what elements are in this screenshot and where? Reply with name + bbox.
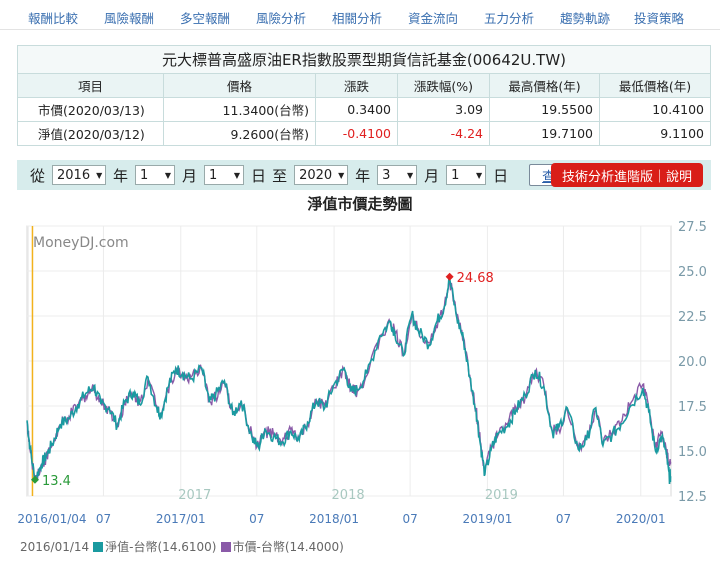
series-group xyxy=(26,276,672,485)
x-tick-label: 2016/01/04 xyxy=(17,512,86,526)
to-label: 至 xyxy=(272,166,288,185)
row-item-market: 市價(2020/03/13) xyxy=(17,97,164,122)
x-tick-label: 2018/01 xyxy=(309,512,359,526)
fund-title: 元大標普高盛原油ER指數股票型期貨信託基金(00642U.TW) xyxy=(17,45,711,74)
nav-item-trend[interactable]: 趨勢軌跡 xyxy=(560,11,611,26)
chevron-down-icon: ▼ xyxy=(406,170,414,180)
col-header-item: 項目 xyxy=(17,73,164,98)
month-unit-label: 月 xyxy=(182,166,198,185)
legend-market: 市價-台幣(14.4000) xyxy=(232,540,344,554)
legend-swatch-market xyxy=(220,541,231,552)
x-tick-label: 2019/01 xyxy=(462,512,512,526)
nav-item-five-forces[interactable]: 五力分析 xyxy=(484,11,535,26)
to-day-value: 1 xyxy=(451,167,460,183)
to-month-select[interactable]: 3 ▼ xyxy=(377,165,418,185)
row-pct-nav: -4.24 xyxy=(397,121,490,146)
legend-date: 2016/01/14 xyxy=(20,539,90,554)
chevron-down-icon: ▼ xyxy=(96,170,103,180)
x-tick-label: 07 xyxy=(96,512,111,526)
from-year-value: 2016 xyxy=(57,167,91,183)
day-unit-label: 日 xyxy=(251,166,267,185)
day-unit-label: 日 xyxy=(493,166,509,185)
from-day-select[interactable]: 1 ▼ xyxy=(204,165,245,185)
annotation-marker xyxy=(445,272,454,281)
month-unit-label: 月 xyxy=(424,166,440,185)
to-year-value: 2020 xyxy=(299,167,333,183)
chevron-down-icon: ▼ xyxy=(338,170,345,180)
x-axis: 2016/01/04 07 2017/01 07 2018/01 07 2019/01 07 2… xyxy=(17,488,665,526)
y-tick-label: 12.5 xyxy=(678,490,707,505)
watermark: MoneyDJ.com xyxy=(33,235,129,251)
year-unit-label: 年 xyxy=(355,166,371,185)
row-item-nav: 淨值(2020/03/12) xyxy=(17,121,164,146)
y-axis: 12.5 15.0 17.5 20.0 22.5 25.0 27.5 xyxy=(678,220,707,505)
row-price-market: 11.3400(台幣) xyxy=(163,97,316,122)
chevron-down-icon: ▼ xyxy=(233,170,241,180)
nav-item-risk-return[interactable]: 風險報酬 xyxy=(104,11,155,26)
nav-item-fund-flow[interactable]: 資金流向 xyxy=(408,11,459,26)
x-tick-label: 2017/01 xyxy=(156,512,206,526)
row-high-nav: 19.7100 xyxy=(489,121,600,146)
x-tick-label: 07 xyxy=(402,512,417,526)
nav-item-risk-analysis[interactable]: 風險分析 xyxy=(256,11,307,26)
x-tick-label: 07 xyxy=(249,512,264,526)
y-tick-label: 17.5 xyxy=(678,400,707,415)
col-header-price: 價格 xyxy=(163,73,316,98)
y-tick-label: 22.5 xyxy=(678,310,707,325)
table-row: 淨值(2020/03/12) 9.2600(台幣) -0.4100 -4.24 … xyxy=(17,121,711,146)
grid xyxy=(27,225,671,497)
y-tick-label: 27.5 xyxy=(678,220,707,235)
col-header-low: 最低價格(年) xyxy=(599,73,711,98)
from-day-value: 1 xyxy=(209,167,218,183)
x-tick-label: 2020/01 xyxy=(616,512,666,526)
year-label: 2018 xyxy=(332,488,365,503)
row-change-nav: -0.4100 xyxy=(315,121,398,146)
legend: 2016/01/14 淨值-台幣(14.6100) 市價-台幣(14.4000) xyxy=(20,538,344,555)
series-line-nav xyxy=(26,276,672,485)
row-price-nav: 9.2600(台幣) xyxy=(163,121,316,146)
top-nav: 報酬比較 風險報酬 多空報酬 風險分析 相關分析 資金流向 五力分析 趨勢軌跡 … xyxy=(0,0,720,30)
y-tick-label: 20.0 xyxy=(678,355,707,370)
chart-title: 淨值市價走勢圖 xyxy=(307,195,413,213)
to-month-value: 3 xyxy=(382,167,391,183)
row-low-market: 10.4100 xyxy=(599,97,711,122)
nav-item-return-compare[interactable]: 報酬比較 xyxy=(28,11,79,26)
nav-item-long-short[interactable]: 多空報酬 xyxy=(180,11,231,26)
from-month-select[interactable]: 1 ▼ xyxy=(135,165,176,185)
annotation-label: 13.4 xyxy=(42,474,71,489)
row-change-market: 0.3400 xyxy=(315,97,398,122)
annotations: 24.68 13.4 xyxy=(30,271,494,489)
fund-info-table: 元大標普高盛原油ER指數股票型期貨信託基金(00642U.TW) 項目 價格 漲… xyxy=(17,45,711,146)
advanced-analysis-button[interactable]: 技術分析進階版｜說明 xyxy=(551,163,703,187)
year-unit-label: 年 xyxy=(113,166,129,185)
chevron-down-icon: ▼ xyxy=(475,170,483,180)
table-header-row: 項目 價格 漲跌 漲跌幅(%) 最高價格(年) 最低價格(年) xyxy=(17,73,711,98)
nav-item-correlation[interactable]: 相關分析 xyxy=(332,11,383,26)
year-label: 2019 xyxy=(485,488,518,503)
nav-item-strategy[interactable]: 投資策略 xyxy=(634,11,685,26)
legend-nav: 淨值-台幣(14.6100) xyxy=(105,540,217,554)
to-day-select[interactable]: 1 ▼ xyxy=(446,165,487,185)
y-tick-label: 15.0 xyxy=(678,445,707,460)
row-low-nav: 9.1100 xyxy=(599,121,711,146)
col-header-change-pct: 漲跌幅(%) xyxy=(397,73,490,98)
col-header-change: 漲跌 xyxy=(315,73,398,98)
annotation-label: 24.68 xyxy=(457,271,494,286)
legend-swatch-nav xyxy=(93,541,104,552)
annotation-marker xyxy=(30,475,39,484)
x-tick-label: 07 xyxy=(556,512,571,526)
chevron-down-icon: ▼ xyxy=(164,170,172,180)
row-pct-market: 3.09 xyxy=(397,97,490,122)
year-label: 2017 xyxy=(178,488,211,503)
date-range-bar: 從 2016 ▼ 年 1 ▼ 月 1 ▼ 日 至 2020 ▼ 年 3 ▼ 月 1 ▼ 日 … xyxy=(17,160,711,190)
from-year-select[interactable]: 2016 ▼ xyxy=(52,165,107,185)
from-label: 從 xyxy=(30,166,46,185)
from-month-value: 1 xyxy=(140,167,149,183)
to-year-select[interactable]: 2020 ▼ xyxy=(294,165,349,185)
y-tick-label: 25.0 xyxy=(678,265,707,280)
